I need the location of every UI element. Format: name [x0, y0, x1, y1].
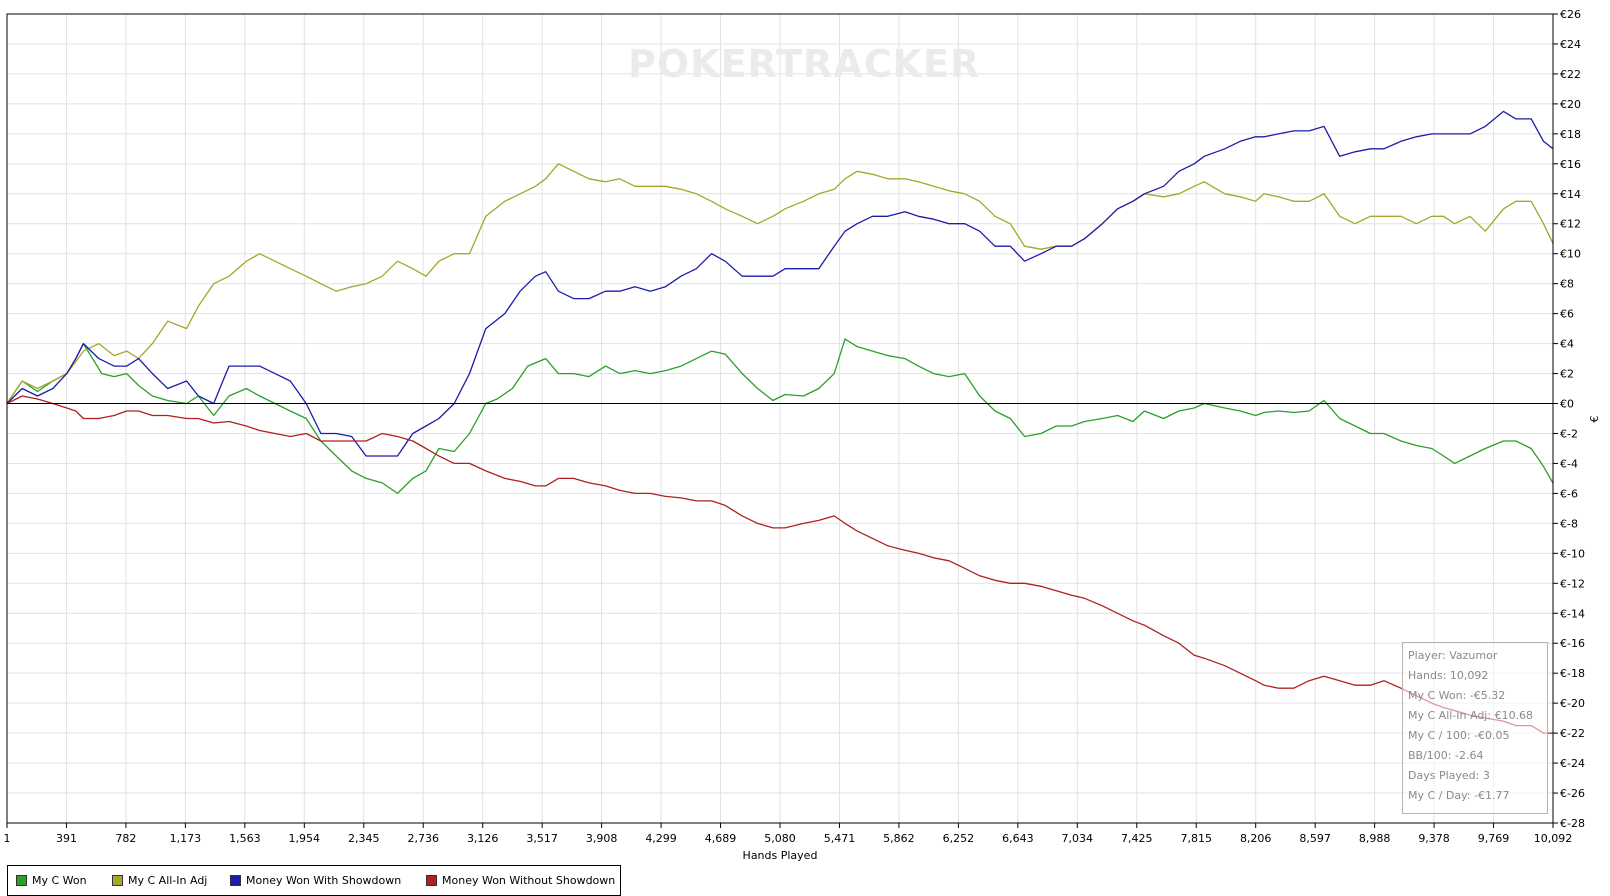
y-tick-label: €-6: [1560, 487, 1578, 500]
legend-swatch: [426, 875, 437, 886]
tooltip-won: My C Won: -€5.32: [1408, 689, 1506, 702]
y-tick-label: €-28: [1560, 817, 1585, 830]
x-tick-label: 9,378: [1418, 832, 1450, 845]
grid: [6, 13, 1554, 824]
legend-label: Money Won With Showdown: [246, 874, 402, 887]
legend-label: My C Won: [32, 874, 87, 887]
tooltip-bb100: BB/100: -2.64: [1408, 749, 1484, 762]
y-tick-label: €-26: [1560, 787, 1585, 800]
series-layer: [6, 110, 1554, 734]
legend-swatch: [230, 875, 241, 886]
y-tick-label: €24: [1560, 38, 1581, 51]
x-tick-label: 3,517: [526, 832, 558, 845]
y-tick-label: €2: [1560, 368, 1574, 381]
y-tick-label: €4: [1560, 338, 1574, 351]
y-tick-label: €-10: [1560, 547, 1585, 560]
x-tick-label: 5,862: [883, 832, 915, 845]
x-tick-label: 5,080: [764, 832, 796, 845]
x-tick-label: 5,471: [824, 832, 856, 845]
x-axis-ticks: 1 391 782 1,173 1,563 1,954 2,345 2,736 3,126 3,5…: [4, 823, 1573, 845]
legend-item-all-in-adj[interactable]: My C All-In Adj: [112, 874, 207, 887]
y-tick-label: €-12: [1560, 577, 1585, 590]
hover-tooltip: Player: Vazumor Hands: 10,092 My C Won: …: [1402, 642, 1548, 814]
legend-label: My C All-In Adj: [128, 874, 208, 887]
legend-item-with-showdown[interactable]: Money Won With Showdown: [230, 874, 401, 887]
tooltip-perday: My C / Day: -€1.77: [1408, 789, 1510, 802]
y-tick-label: €26: [1560, 8, 1581, 21]
y-tick-label: €-24: [1560, 757, 1585, 770]
x-tick-label: 8,988: [1359, 832, 1391, 845]
x-tick-label: 2,345: [348, 832, 380, 845]
y-tick-label: €-2: [1560, 427, 1578, 440]
legend-swatch: [112, 875, 123, 886]
x-tick-label: 6,643: [1002, 832, 1034, 845]
x-tick-label: 3,126: [467, 832, 499, 845]
y-tick-label: €-8: [1560, 517, 1578, 530]
x-tick-label: 7,815: [1180, 832, 1212, 845]
tooltip-player: Player: Vazumor: [1408, 649, 1498, 662]
x-tick-label: 391: [56, 832, 77, 845]
x-tick-label: 4,299: [645, 832, 677, 845]
y-tick-label: €20: [1560, 98, 1581, 111]
legend-item-without-showdown[interactable]: Money Won Without Showdown: [426, 874, 615, 887]
x-axis-title: Hands Played: [743, 849, 818, 862]
y-tick-label: €-4: [1560, 457, 1578, 470]
x-tick-label: 10,092: [1534, 832, 1573, 845]
x-tick-label: 3,908: [586, 832, 618, 845]
tooltip-hands: Hands: 10,092: [1408, 669, 1489, 682]
x-tick-label: 4,689: [705, 832, 737, 845]
x-tick-label: 9,769: [1478, 832, 1510, 845]
y-tick-label: €6: [1560, 308, 1574, 321]
y-tick-label: €10: [1560, 248, 1581, 261]
series-line-money-won-with-showdown: [6, 110, 1554, 457]
watermark-logo: POKERTRACKER: [628, 42, 980, 86]
tooltip-days: Days Played: 3: [1408, 769, 1490, 782]
y-axis-ticks: €26 €24 €22 €20 €18 €16 €14 €12 €10 €8 €6 €4 €2 €0 €-2…: [1553, 8, 1585, 830]
x-tick-label: 1,954: [289, 832, 321, 845]
legend-swatch: [16, 875, 27, 886]
y-tick-label: €-22: [1560, 727, 1585, 740]
legend-item-my-c-won[interactable]: My C Won: [16, 874, 87, 887]
y-tick-label: €-14: [1560, 607, 1585, 620]
x-tick-label: 1: [4, 832, 11, 845]
x-tick-label: 782: [115, 832, 136, 845]
chart-legend: My C Won My C All-In Adj Money Won With …: [7, 865, 621, 896]
x-tick-label: 6,252: [943, 832, 975, 845]
y-tick-label: €12: [1560, 218, 1581, 231]
tooltip-per100: My C / 100: -€0.05: [1408, 729, 1510, 742]
series-line-my-c-won: [6, 338, 1554, 495]
y-tick-label: €0: [1560, 398, 1574, 411]
y-tick-label: €-16: [1560, 637, 1585, 650]
x-tick-label: 7,034: [1062, 832, 1094, 845]
y-tick-label: €14: [1560, 188, 1581, 201]
y-tick-label: €8: [1560, 278, 1574, 291]
y-tick-label: €22: [1560, 68, 1581, 81]
y-tick-label: €18: [1560, 128, 1581, 141]
x-tick-label: 8,206: [1240, 832, 1272, 845]
x-tick-label: 7,425: [1121, 832, 1153, 845]
x-tick-label: 1,173: [170, 832, 202, 845]
series-line-my-c-all-in-adj: [6, 163, 1554, 404]
series-line-money-won-without-showdown: [6, 395, 1553, 734]
y-tick-label: €16: [1560, 158, 1581, 171]
y-tick-label: €-18: [1560, 667, 1585, 680]
x-tick-label: 8,597: [1299, 832, 1331, 845]
x-tick-label: 1,563: [229, 832, 261, 845]
y-axis-title: €: [1588, 416, 1601, 423]
legend-label: Money Won Without Showdown: [442, 874, 616, 887]
x-tick-label: 2,736: [407, 832, 439, 845]
tooltip-allin: My C All-In Adj: €10.68: [1408, 709, 1534, 722]
y-tick-label: €-20: [1560, 697, 1585, 710]
